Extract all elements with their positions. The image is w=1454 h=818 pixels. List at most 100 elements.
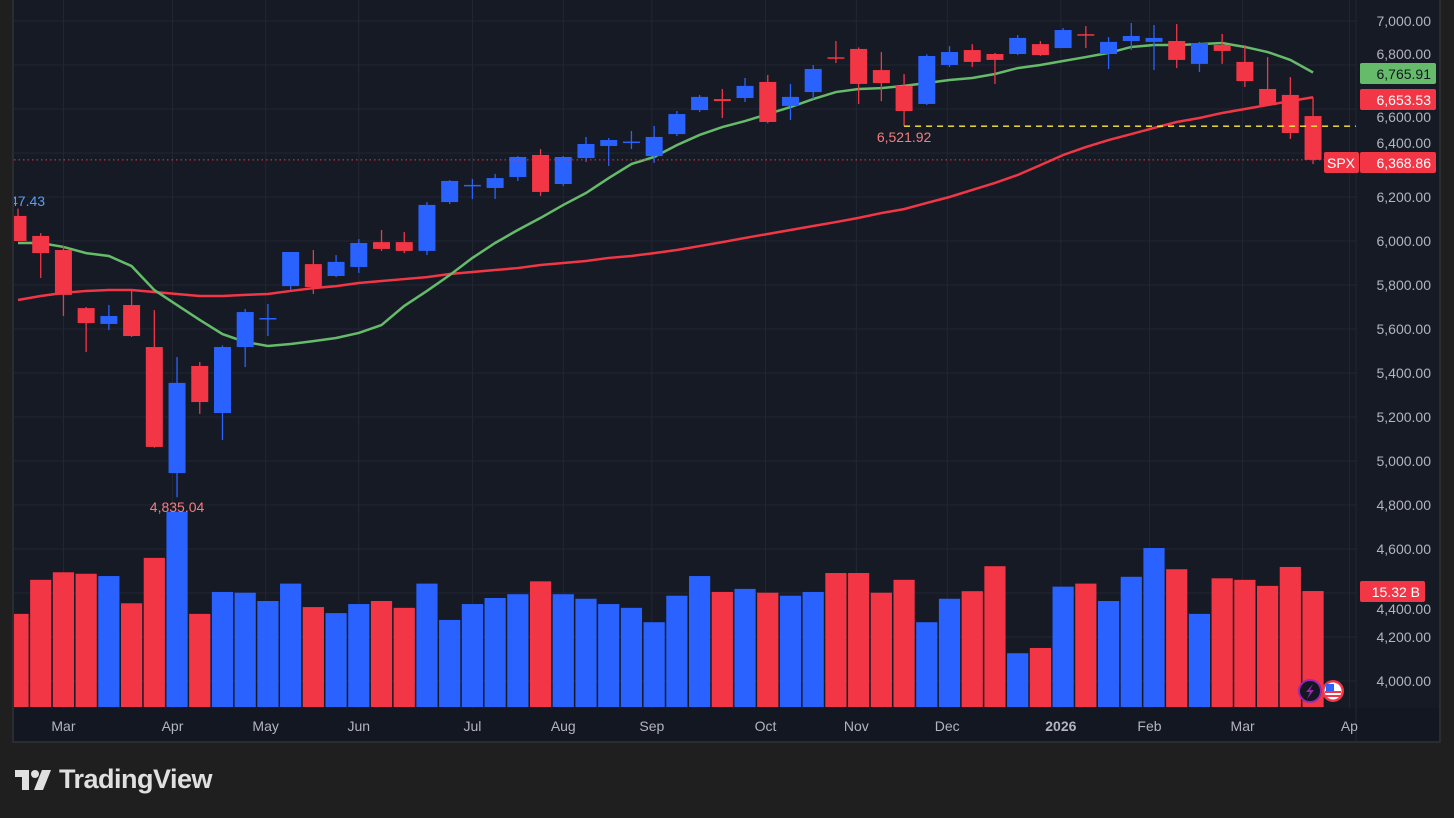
volume-bar (52, 572, 75, 707)
time-tick-label: Mar (51, 718, 75, 734)
volume-bar (143, 557, 165, 707)
volume-bar (961, 591, 983, 707)
candle-body (736, 85, 754, 98)
volume-bar (1279, 566, 1301, 707)
price-tick-label: 6,000.00 (1377, 233, 1432, 249)
candle-body (1145, 37, 1163, 42)
candle-body (441, 180, 459, 203)
volume-bar (30, 579, 52, 707)
candle-body (622, 141, 640, 144)
volume-bar (689, 576, 711, 707)
time-tick-label: Mar (1231, 718, 1255, 734)
price-tick-label: 6,400.00 (1377, 135, 1432, 151)
candle-body (532, 154, 550, 192)
price-axis[interactable]: 7,000.00 6,800.00 6,600.00 6,400.00 6,200.00… (1377, 13, 1432, 689)
ma-slow-value: 6,653.53 (1377, 92, 1432, 108)
candle-body (1009, 37, 1027, 54)
ma-fast-badge: 6,765.91 (1360, 63, 1436, 84)
brand-name: TradingView (59, 764, 213, 794)
volume-bars (14, 511, 1324, 707)
volume-bar (984, 566, 1006, 707)
symbol-label: SPX (1327, 155, 1356, 171)
candle-body (509, 156, 527, 177)
price-tick-label: 5,600.00 (1377, 321, 1432, 337)
swing-low-label: 6,521.92 (877, 129, 932, 145)
candle-body (32, 235, 50, 254)
candle-body (963, 50, 981, 62)
time-tick-label: Jun (348, 718, 371, 734)
candle-body (259, 318, 277, 320)
volume-bar (121, 603, 143, 707)
candle-body (327, 261, 345, 276)
candle-body (373, 242, 391, 249)
price-tick-label: 4,200.00 (1377, 629, 1432, 645)
candle-body (213, 347, 231, 414)
volume-bar (325, 613, 347, 707)
last-price-badge: SPX 6,368.86 (1324, 152, 1436, 173)
time-axis[interactable] (14, 708, 1439, 741)
candle-body (418, 204, 436, 251)
candle-body (145, 347, 163, 447)
volume-bar (666, 595, 688, 707)
candle-body (236, 312, 254, 348)
volume-bar (893, 579, 915, 707)
price-tick-label: 4,000.00 (1377, 673, 1432, 689)
candle-body (395, 242, 413, 251)
time-axis-labels: Mar Apr May Jun Jul Aug Sep Oct Nov Dec 2026 Feb Mar… (51, 718, 1358, 734)
ma-fast-value: 6,765.91 (1377, 66, 1432, 82)
time-tick-label: Ap (1341, 718, 1358, 734)
candle-body (759, 81, 777, 122)
candle-body (941, 52, 959, 65)
candle-body (1236, 61, 1254, 82)
volume-bar (757, 592, 779, 707)
volume-bar (302, 607, 324, 707)
candle-body (1213, 44, 1231, 51)
time-tick-label: May (252, 718, 278, 734)
candle-body (168, 382, 186, 474)
volume-bar (802, 591, 824, 707)
candle-body (304, 264, 322, 287)
candle-body (1077, 34, 1095, 36)
volume-bar (1188, 613, 1211, 707)
candle-body (850, 48, 868, 84)
candle-body (350, 242, 368, 267)
candle-body (1168, 41, 1186, 60)
time-tick-label: 2026 (1045, 718, 1076, 734)
ma-slow-badge: 6,653.53 (1360, 89, 1436, 110)
volume-bar (189, 613, 211, 707)
candle-body (691, 96, 709, 111)
time-tick-label: Dec (935, 718, 960, 734)
tradingview-logo-icon (15, 769, 51, 790)
candle-body (486, 178, 504, 188)
volume-value: 15.32 B (1372, 584, 1420, 600)
volume-bar (439, 619, 461, 707)
time-tick-label: Feb (1137, 718, 1161, 734)
candle-body (872, 70, 890, 84)
candle-body (804, 68, 822, 93)
ma-slow-line (17, 95, 1314, 302)
us-flag-icon[interactable] (1322, 680, 1344, 702)
volume-bar (416, 583, 438, 707)
volume-bar (575, 598, 597, 707)
time-tick-label: Apr (162, 718, 184, 734)
lightning-icon[interactable] (1298, 679, 1322, 703)
plot-area[interactable]: 47.43 4,835.04 6,521.92 (7, 22, 1356, 707)
candle-body (1259, 88, 1277, 106)
volume-bar (1257, 585, 1279, 707)
candle-body (713, 99, 731, 102)
volume-bar (1007, 653, 1029, 707)
candle-body (1304, 116, 1322, 160)
volume-bar (848, 573, 870, 707)
time-tick-label: Nov (844, 718, 869, 734)
candle-body (123, 305, 141, 337)
volume-bar (620, 607, 643, 707)
volume-bar (598, 604, 620, 707)
volume-bar (870, 592, 892, 707)
volume-bar (779, 595, 802, 707)
tradingview-logo[interactable]: TradingView (15, 764, 213, 795)
volume-bar (1029, 647, 1051, 707)
candle-body (668, 114, 686, 135)
candle-body (645, 136, 663, 157)
candle-body (918, 55, 936, 104)
